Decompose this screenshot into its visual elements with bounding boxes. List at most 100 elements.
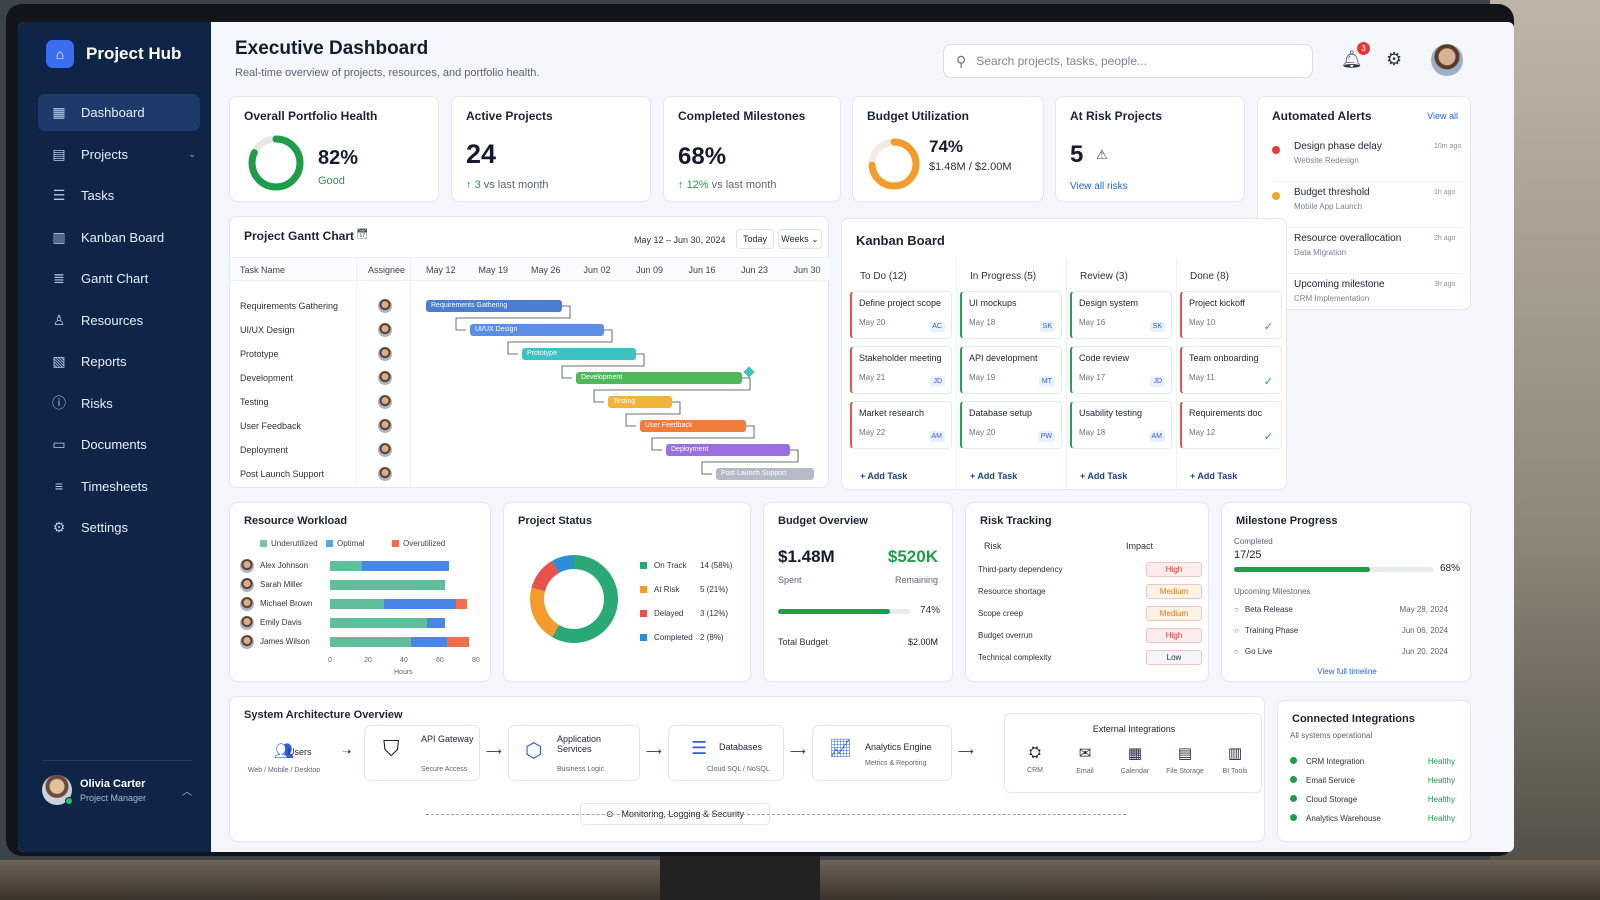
- integration-row[interactable]: Analytics Warehouse Healthy: [1290, 814, 1455, 823]
- add-task-button[interactable]: + Add Task: [1190, 471, 1238, 481]
- kanban-card-title: Stakeholder meeting: [859, 353, 942, 363]
- gantt-bar[interactable]: Post Launch Support: [716, 468, 814, 480]
- warning-icon: ⓘ: [52, 395, 66, 411]
- risk-row[interactable]: Technical complexity Low: [978, 650, 1202, 665]
- chevron-down-icon[interactable]: ⌄: [188, 148, 196, 159]
- workload-bar[interactable]: [330, 618, 446, 628]
- gantt-dependency-arrow: [593, 377, 751, 403]
- sidebar-item-resources[interactable]: ♙ Resources: [38, 302, 200, 339]
- add-task-button[interactable]: + Add Task: [1080, 471, 1128, 481]
- sidebar-item-reports[interactable]: ▧ Reports: [38, 343, 200, 380]
- gantt-bar[interactable]: Testing: [608, 396, 672, 408]
- arch-gateway[interactable]: ⛉ API Gateway Secure Access: [364, 725, 480, 781]
- kpi-completed-milestones[interactable]: Completed Milestones 68% ↑ 12% vs last m…: [663, 96, 841, 202]
- status-slice-delayed[interactable]: [531, 560, 559, 592]
- sidebar-item-gantt-chart[interactable]: ≣ Gantt Chart: [38, 260, 200, 297]
- sidebar-item-projects[interactable]: ▤ Projects ⌄: [38, 136, 200, 173]
- status-slice-on-track[interactable]: [552, 555, 618, 643]
- kanban-card[interactable]: Define project scope May 20 AC: [850, 291, 952, 339]
- alert-time: 1h ago: [1434, 189, 1456, 196]
- kanban-card[interactable]: Database setup May 20 PW: [960, 401, 1062, 449]
- kanban-card[interactable]: Team onboarding May 11 ✓: [1180, 346, 1282, 394]
- alert-item[interactable]: Upcoming milestone CRM Implementation 3h a…: [1272, 279, 1472, 319]
- kanban-card[interactable]: UI mockups May 18 SK: [960, 291, 1062, 339]
- add-task-button[interactable]: + Add Task: [970, 471, 1018, 481]
- integration-row[interactable]: Cloud Storage Healthy: [1290, 795, 1455, 804]
- workload-bar[interactable]: [330, 580, 446, 590]
- gantt-bar[interactable]: Deployment: [666, 444, 790, 456]
- sidebar-item-settings[interactable]: ⚙ Settings: [38, 509, 200, 546]
- sidebar-item-timesheets[interactable]: ≡ Timesheets: [38, 468, 200, 505]
- workload-bar[interactable]: [330, 561, 449, 571]
- milestone-row[interactable]: ○ Go Live Jun 20, 2024: [1234, 647, 1448, 656]
- avatar: [240, 616, 254, 630]
- avatar[interactable]: [1431, 44, 1463, 76]
- bell-icon[interactable]: 🔔︎: [1341, 50, 1363, 69]
- search-bar[interactable]: ⚲: [943, 44, 1313, 78]
- kanban-card[interactable]: Project kickoff May 10 ✓: [1180, 291, 1282, 339]
- kanban-card-date: May 18: [969, 318, 996, 327]
- status-slice-at-risk[interactable]: [530, 587, 559, 638]
- integration-row[interactable]: Email Service Healthy: [1290, 776, 1455, 785]
- arch-analytics[interactable]: 📈︎ Analytics Engine Metrics & Reporting: [812, 725, 952, 781]
- screen: ⌂ Project Hub ▦ Dashboard ▤ Projects ⌄ ☰ Tasks…: [18, 22, 1514, 852]
- sidebar-item-documents[interactable]: ▭ Documents: [38, 426, 200, 463]
- kanban-card[interactable]: Stakeholder meeting May 21 JD: [850, 346, 952, 394]
- kanban-card[interactable]: Market research May 22 AM: [850, 401, 952, 449]
- kpi-active-projects[interactable]: Active Projects 24 ↑ 3 vs last month: [451, 96, 651, 202]
- milestone-row[interactable]: ○ Training Phase Jun 06, 2024: [1234, 626, 1448, 635]
- gantt-bar[interactable]: Prototype: [522, 348, 636, 360]
- kanban-card[interactable]: Code review May 17 JD: [1070, 346, 1172, 394]
- gear-icon[interactable]: ⚙: [1386, 49, 1403, 69]
- alerts-view-all[interactable]: View all: [1427, 111, 1458, 121]
- sidebar-item-risks[interactable]: ⓘ Risks: [38, 385, 200, 422]
- external-item-crm[interactable]: ⛭ CRM: [1011, 744, 1059, 774]
- external-item-bi-tools[interactable]: ▥ BI Tools: [1211, 744, 1259, 775]
- add-task-button[interactable]: + Add Task: [860, 471, 908, 481]
- milestone-row[interactable]: ○ Beta Release May 28, 2024: [1234, 605, 1448, 614]
- kpi-portfolio-health[interactable]: Overall Portfolio Health 82% Good: [229, 96, 439, 202]
- kanban-card[interactable]: Design system May 16 SK: [1070, 291, 1172, 339]
- arch-app-services[interactable]: ⬡ Application Services Business Logic: [508, 725, 640, 781]
- sidebar-item-label: Resources: [81, 312, 144, 328]
- today-button[interactable]: Today: [736, 229, 774, 249]
- kanban-card[interactable]: Requirements doc May 12 ✓: [1180, 401, 1282, 449]
- scale-select[interactable]: Weeks ⌄: [778, 229, 822, 249]
- chevron-up-icon[interactable]: ︿: [182, 786, 192, 798]
- gantt-bar[interactable]: UI/UX Design: [470, 324, 604, 336]
- integration-name: CRM Integration: [1306, 757, 1365, 766]
- workload-bar[interactable]: [330, 637, 469, 647]
- status-slice-completed[interactable]: [552, 555, 574, 574]
- sidebar-item-tasks[interactable]: ☰ Tasks: [38, 177, 200, 214]
- alert-item[interactable]: Budget threshold Mobile App Launch 1h ago: [1272, 187, 1472, 228]
- external-item-calendar[interactable]: ▦ Calendar: [1111, 744, 1159, 775]
- kpi-budget-utilization[interactable]: Budget Utilization 74% $1.48M / $2.00M: [852, 96, 1044, 202]
- risk-row[interactable]: Resource shortage Medium: [978, 584, 1202, 599]
- search-input[interactable]: [976, 54, 1297, 68]
- gantt-bar[interactable]: Requirements Gathering: [426, 300, 562, 312]
- external-item-email[interactable]: ✉ Email: [1061, 744, 1109, 775]
- view-all-risks-link[interactable]: View all risks: [1070, 181, 1128, 192]
- arrow-right-icon: ⟶: [958, 746, 974, 758]
- alert-item[interactable]: Resource overallocation Data Migration 2h …: [1272, 233, 1472, 274]
- risk-row[interactable]: Budget overrun High: [978, 628, 1202, 643]
- view-timeline-link[interactable]: View full timeline: [1317, 667, 1377, 676]
- gantt-bar[interactable]: User Feedback: [640, 420, 746, 432]
- arch-databases[interactable]: ☰ Databases Cloud SQL / NoSQL: [668, 725, 784, 781]
- user-profile[interactable]: Olivia Carter Project Manager ︿: [42, 760, 192, 805]
- risk-row[interactable]: Scope creep Medium: [978, 606, 1202, 621]
- gantt-bar[interactable]: Development: [576, 372, 742, 384]
- arch-users[interactable]: 👥︎ Users Web / Mobile / Desktop: [240, 741, 328, 774]
- external-item-file-storage[interactable]: ▤ File Storage: [1161, 744, 1209, 775]
- sidebar-item-dashboard[interactable]: ▦ Dashboard: [38, 94, 200, 131]
- kanban-card[interactable]: Usability testing May 18 AM: [1070, 401, 1172, 449]
- risk-row[interactable]: Third-party dependency High: [978, 562, 1202, 577]
- brand[interactable]: ⌂ Project Hub: [46, 40, 181, 68]
- kanban-card[interactable]: API development May 19 MT: [960, 346, 1062, 394]
- sidebar-item-kanban-board[interactable]: ▥ Kanban Board: [38, 219, 200, 256]
- integration-row[interactable]: CRM Integration Healthy: [1290, 757, 1455, 766]
- workload-bar[interactable]: [330, 599, 467, 609]
- kpi-at-risk[interactable]: At Risk Projects 5 ⚠ View all risks: [1055, 96, 1245, 202]
- home-icon: ⌂: [46, 40, 74, 68]
- alert-item[interactable]: Design phase delay Website Redesign 10m ag…: [1272, 141, 1472, 182]
